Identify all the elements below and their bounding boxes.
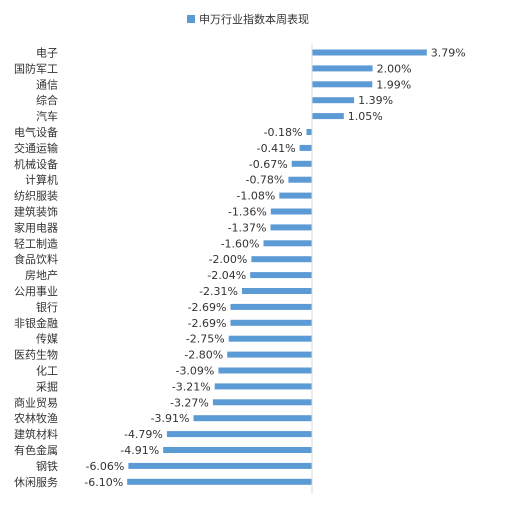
category-label: 银行: [36, 300, 58, 314]
value-label: -3.09%: [175, 365, 214, 378]
category-labels: 电子国防军工通信综合汽车电气设备交通运输机械设备计算机纺织服装建筑装饰家用电器轻…: [14, 47, 58, 489]
value-label: -2.75%: [186, 333, 225, 346]
bar: [270, 208, 312, 215]
category-label: 房地产: [25, 268, 58, 282]
bar: [214, 383, 312, 390]
bars-group: [127, 49, 427, 485]
bar: [312, 81, 373, 88]
bar: [166, 431, 312, 438]
value-label: -3.27%: [170, 396, 209, 409]
bar: [163, 447, 312, 453]
category-label: 有色金属: [14, 443, 58, 457]
value-label: -1.60%: [221, 237, 260, 250]
value-label: 2.00%: [377, 62, 412, 75]
category-label: 电气设备: [14, 125, 58, 139]
category-label: 食品饮料: [14, 252, 58, 266]
bar: [251, 256, 312, 263]
category-label: 综合: [36, 93, 58, 107]
category-label: 休闲服务: [14, 475, 58, 489]
value-label: -2.00%: [208, 253, 247, 266]
bar: [270, 224, 312, 231]
bar: [228, 335, 312, 342]
value-label: 1.39%: [358, 94, 393, 107]
bar: [279, 192, 312, 199]
value-label: -0.41%: [257, 142, 296, 155]
value-label: -6.10%: [84, 476, 123, 489]
legend-swatch: [187, 15, 195, 23]
value-label: 1.99%: [376, 78, 411, 91]
category-label: 采掘: [36, 379, 58, 393]
value-label: 3.79%: [431, 47, 466, 60]
bar: [127, 478, 312, 485]
value-label: -0.78%: [245, 174, 284, 187]
category-label: 汽车: [36, 109, 58, 123]
bar: [242, 288, 312, 294]
value-label: 1.05%: [348, 110, 383, 123]
category-label: 传媒: [36, 333, 58, 346]
category-label: 公用事业: [14, 285, 58, 298]
category-label: 纺织服装: [14, 189, 58, 203]
category-label: 计算机: [25, 173, 58, 187]
bar: [263, 240, 312, 247]
bar: [218, 367, 312, 374]
category-label: 通信: [36, 78, 58, 91]
bar: [312, 113, 344, 120]
category-label: 国防军工: [14, 61, 58, 75]
bar: [250, 272, 312, 279]
category-label: 钢铁: [36, 460, 58, 473]
value-label: -4.79%: [124, 428, 163, 441]
bar: [227, 351, 312, 358]
value-label: -0.18%: [264, 126, 303, 139]
category-label: 医药生物: [14, 348, 58, 362]
value-label: -1.36%: [228, 206, 267, 219]
category-label: 电子: [36, 47, 58, 60]
value-label: -2.80%: [184, 349, 223, 362]
bar: [299, 144, 312, 151]
category-label: 轻工制造: [14, 236, 58, 250]
category-label: 商业贸易: [14, 395, 58, 409]
bar: [230, 303, 312, 310]
category-label: 交通运输: [14, 141, 58, 155]
bar: [193, 415, 312, 422]
category-label: 非银金融: [14, 316, 58, 330]
category-label: 家用电器: [14, 220, 58, 234]
bar: [312, 49, 427, 56]
bar: [230, 319, 312, 326]
category-label: 建筑装饰: [14, 205, 58, 219]
value-label: -2.04%: [207, 269, 246, 282]
bar: [312, 65, 373, 72]
value-label: -0.67%: [249, 158, 288, 171]
value-label: -4.91%: [120, 444, 159, 457]
value-label: -2.31%: [199, 285, 238, 298]
value-label: -3.21%: [172, 380, 211, 393]
category-label: 化工: [36, 364, 58, 378]
value-label: -2.69%: [188, 317, 227, 330]
category-label: 农林牧渔: [14, 411, 58, 425]
category-label: 建筑材料: [14, 427, 58, 441]
bar: [312, 97, 355, 104]
bar: [288, 176, 312, 183]
value-label: -3.91%: [151, 412, 190, 425]
value-label: -1.08%: [236, 190, 275, 203]
bar: [291, 160, 312, 167]
legend-label: 申万行业指数本周表现: [199, 12, 309, 26]
value-label: -2.69%: [188, 301, 227, 314]
bar: [212, 399, 312, 406]
value-label: -6.06%: [85, 460, 124, 473]
bar: [306, 129, 312, 135]
category-label: 机械设备: [14, 157, 58, 171]
legend: 申万行业指数本周表现: [187, 12, 309, 26]
bar: [128, 462, 312, 469]
value-label: -1.37%: [228, 221, 267, 234]
value-labels: 3.79% 2.00% 1.99% 1.39% 1.05% -0.18% -0.41% -0.…: [84, 47, 465, 489]
